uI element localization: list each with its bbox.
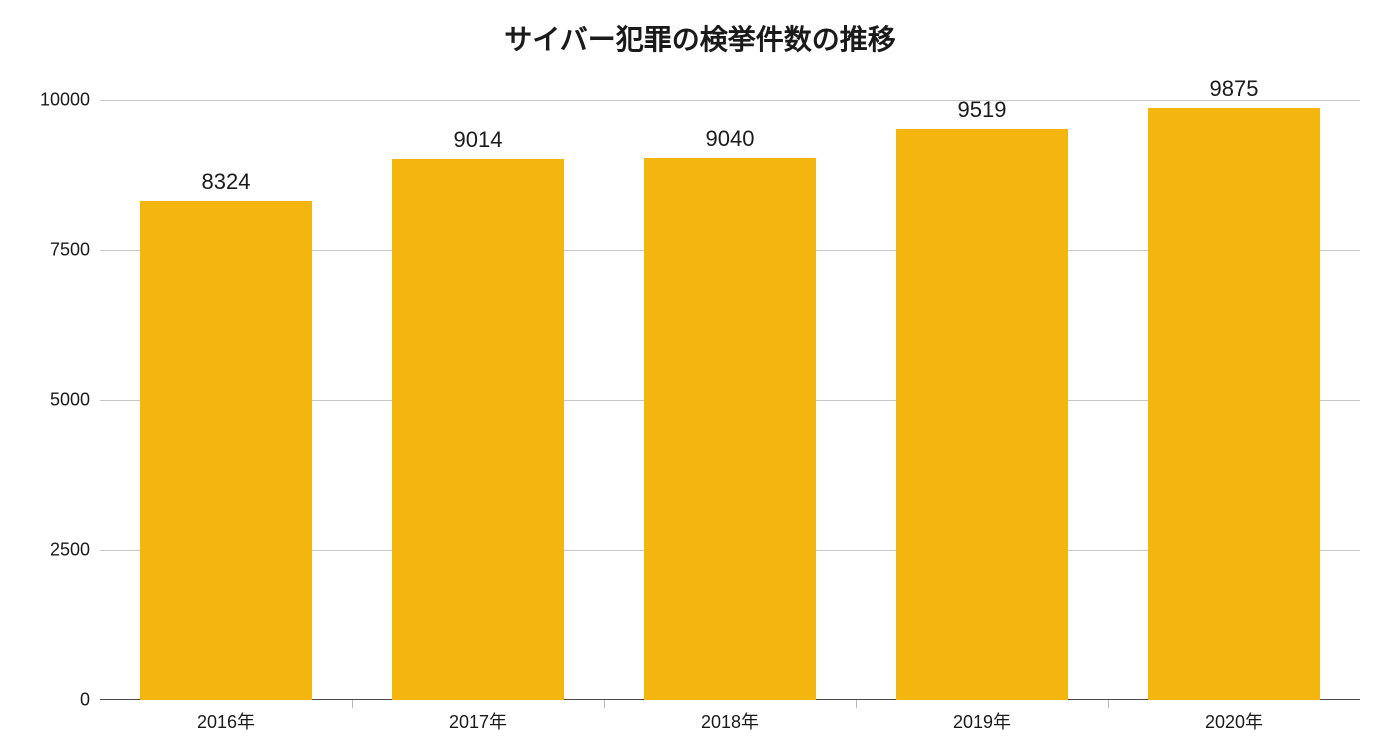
x-tick-label: 2019年 [953,700,1011,734]
y-tick-label: 7500 [50,240,100,261]
bar-value-label: 9875 [1148,76,1319,102]
x-tick-label: 2017年 [449,700,507,734]
x-tick-separator [352,700,353,708]
bar-value-label: 9519 [896,97,1067,123]
chart-title: サイバー犯罪の検挙件数の推移 [0,0,1400,58]
bar-value-label: 8324 [140,169,311,195]
x-tick-separator [856,700,857,708]
bar-value-label: 9014 [392,127,563,153]
bar: 9014 [392,159,563,700]
x-tick-separator [1108,700,1109,708]
bar: 9875 [1148,108,1319,701]
y-tick-label: 5000 [50,390,100,411]
bar-value-label: 9040 [644,126,815,152]
bar: 9040 [644,158,815,700]
bar: 9519 [896,129,1067,700]
y-tick-label: 0 [80,690,100,711]
plot-area: 02500500075001000083242016年90142017年9040… [100,100,1360,700]
y-tick-label: 2500 [50,540,100,561]
x-tick-label: 2020年 [1205,700,1263,734]
x-tick-label: 2018年 [701,700,759,734]
y-tick-label: 10000 [40,90,100,111]
bar: 8324 [140,201,311,700]
chart-container: サイバー犯罪の検挙件数の推移 0250050007500100008324201… [0,0,1400,750]
x-tick-separator [604,700,605,708]
x-tick-label: 2016年 [197,700,255,734]
